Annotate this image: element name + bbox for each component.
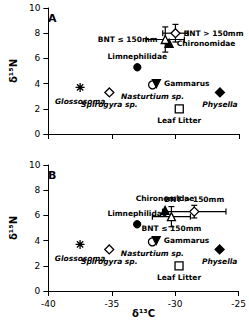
svg-text:4: 4 bbox=[35, 79, 41, 89]
svg-text:Physella: Physella bbox=[202, 100, 237, 109]
svg-text:-35: -35 bbox=[104, 299, 119, 309]
svg-text:Chironomidae: Chironomidae bbox=[177, 39, 236, 48]
svg-text:Spirogyra sp.: Spirogyra sp. bbox=[81, 257, 138, 266]
svg-text:0: 0 bbox=[35, 286, 41, 296]
svg-text:2: 2 bbox=[35, 261, 41, 271]
svg-text:0: 0 bbox=[35, 129, 41, 139]
svg-text:δ¹⁵N: δ¹⁵N bbox=[8, 216, 19, 240]
svg-text:Gammarus: Gammarus bbox=[164, 236, 210, 245]
svg-text:Gammarus: Gammarus bbox=[164, 79, 210, 88]
svg-text:A: A bbox=[48, 12, 57, 25]
svg-text:Leaf Litter: Leaf Litter bbox=[157, 116, 201, 125]
svg-text:B: B bbox=[48, 169, 56, 182]
svg-text:δ¹³C: δ¹³C bbox=[132, 308, 155, 319]
svg-text:-25: -25 bbox=[231, 299, 246, 309]
svg-text:Nasturtium sp.: Nasturtium sp. bbox=[121, 249, 184, 258]
svg-text:8: 8 bbox=[35, 185, 41, 195]
svg-text:BNT > 150mm: BNT > 150mm bbox=[184, 29, 244, 38]
svg-text:6: 6 bbox=[35, 210, 41, 220]
svg-text:Leaf Litter: Leaf Litter bbox=[157, 273, 201, 282]
svg-text:Physella: Physella bbox=[202, 257, 237, 266]
svg-text:10: 10 bbox=[29, 160, 41, 170]
svg-text:Limnephilidae: Limnephilidae bbox=[107, 209, 167, 218]
svg-text:-30: -30 bbox=[168, 299, 183, 309]
svg-text:δ¹⁵N: δ¹⁵N bbox=[8, 59, 19, 83]
svg-text:10: 10 bbox=[29, 3, 41, 13]
svg-text:-40: -40 bbox=[41, 299, 56, 309]
svg-text:BNT > 150mm: BNT > 150mm bbox=[164, 195, 224, 204]
svg-text:4: 4 bbox=[35, 236, 41, 246]
svg-text:2: 2 bbox=[35, 104, 41, 114]
svg-text:6: 6 bbox=[35, 53, 41, 63]
svg-text:Nasturtium sp.: Nasturtium sp. bbox=[121, 92, 184, 101]
svg-text:BNT ≤ 150mm: BNT ≤ 150mm bbox=[141, 224, 201, 233]
svg-text:BNT ≤ 150mm: BNT ≤ 150mm bbox=[98, 35, 158, 44]
svg-text:Spirogyra sp.: Spirogyra sp. bbox=[81, 100, 138, 109]
svg-text:8: 8 bbox=[35, 28, 41, 38]
svg-text:Limnephilidae: Limnephilidae bbox=[108, 52, 168, 61]
